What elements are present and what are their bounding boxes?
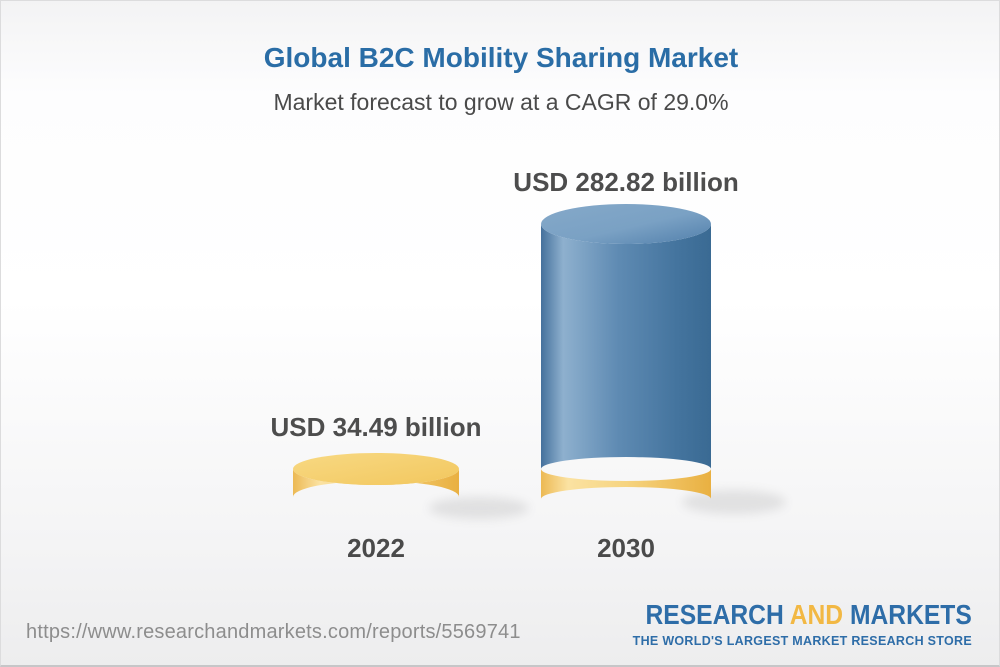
shadow-2022 <box>429 497 529 519</box>
logo-tagline: THE WORLD'S LARGEST MARKET RESEARCH STOR… <box>632 634 972 648</box>
researchandmarkets-logo: RESEARCH AND MARKETS THE WORLD'S LARGEST… <box>601 601 972 649</box>
bar-2030-base-band <box>541 469 711 499</box>
bar-2022 <box>293 453 459 497</box>
value-label-2022: USD 34.49 billion <box>270 412 482 442</box>
logo-word-markets: MARKETS <box>850 599 972 630</box>
value-label-2030: USD 282.82 billion <box>513 167 739 197</box>
logo-word-research: RESEARCH <box>645 599 784 630</box>
bar-2030 <box>541 204 711 499</box>
bar-2030-side <box>541 224 711 469</box>
report-url: https://www.researchandmarkets.com/repor… <box>26 621 521 643</box>
shadow-2030 <box>682 490 786 514</box>
bar-2030-top <box>541 204 711 244</box>
logo-wordmark: RESEARCH AND MARKETS <box>646 601 972 629</box>
bar-2022-top <box>293 453 459 485</box>
chart-title: Global B2C Mobility Sharing Market <box>263 42 739 73</box>
category-label-2030: 2030 <box>597 533 655 563</box>
logo-word-and: AND <box>789 599 844 630</box>
chart-subtitle: Market forecast to grow at a CAGR of 29.… <box>273 89 729 115</box>
category-label-2022: 2022 <box>347 533 405 563</box>
